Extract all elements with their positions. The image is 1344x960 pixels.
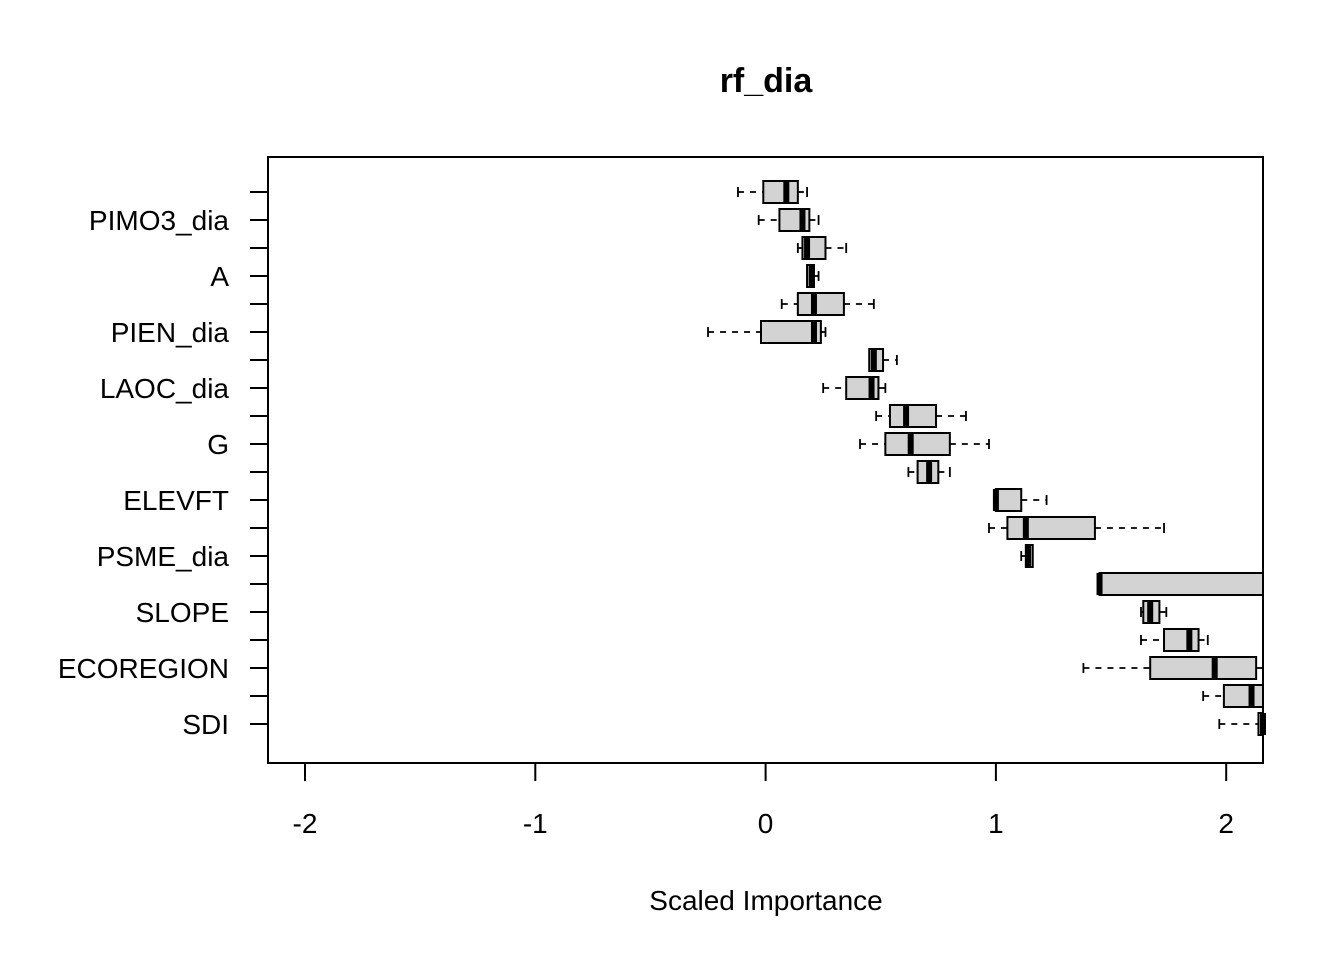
box-iqr bbox=[1149, 656, 1258, 680]
boxplot-item bbox=[868, 348, 898, 372]
plot-frame bbox=[267, 156, 1264, 764]
y-tick-label: PIEN_dia bbox=[111, 317, 230, 348]
boxplot-item bbox=[707, 320, 827, 344]
boxplot-item bbox=[1202, 684, 1264, 708]
chart-title: rf_dia bbox=[720, 62, 814, 100]
boxplot-item bbox=[822, 376, 887, 400]
boxplot-item bbox=[988, 516, 1165, 540]
boxplot-item bbox=[875, 404, 967, 428]
boxplot-item bbox=[757, 208, 820, 232]
box-iqr bbox=[888, 404, 938, 428]
boxplot-item bbox=[1096, 572, 1265, 596]
boxplot-item bbox=[1140, 600, 1168, 624]
y-tick-label: ELEVFT bbox=[123, 485, 229, 516]
boxplot-item bbox=[907, 460, 951, 484]
box-iqr bbox=[1222, 684, 1264, 708]
boxplot-item bbox=[806, 264, 820, 288]
boxes-layer bbox=[707, 180, 1266, 736]
boxplot-item bbox=[859, 432, 990, 456]
y-tick-label: SDI bbox=[182, 709, 229, 740]
x-tick-label: 2 bbox=[1218, 808, 1234, 839]
box-iqr bbox=[994, 488, 1023, 512]
boxplot-item bbox=[780, 292, 875, 316]
x-tick-label: -2 bbox=[293, 808, 318, 839]
boxplot-item bbox=[1082, 656, 1263, 680]
boxplot-item bbox=[992, 488, 1048, 512]
x-axis-label: Scaled Importance bbox=[649, 885, 882, 916]
x-tick-label: 0 bbox=[758, 808, 774, 839]
x-tick-label: -1 bbox=[523, 808, 548, 839]
y-tick-label: PSME_dia bbox=[97, 541, 230, 572]
y-tick-label: PIMO3_dia bbox=[89, 205, 229, 236]
boxplot-item bbox=[737, 180, 808, 204]
box-iqr bbox=[1098, 572, 1265, 596]
box-iqr bbox=[884, 432, 951, 456]
boxplot-item bbox=[1140, 628, 1209, 652]
boxplot-item bbox=[1020, 544, 1034, 568]
y-tick-label: SLOPE bbox=[136, 597, 229, 628]
boxplot-item bbox=[1218, 712, 1266, 736]
box-iqr bbox=[1163, 628, 1200, 652]
box-iqr bbox=[762, 180, 799, 204]
box-iqr bbox=[1006, 516, 1096, 540]
y-tick-label: G bbox=[207, 429, 229, 460]
y-tick-label: A bbox=[210, 261, 229, 292]
boxplot-item bbox=[796, 236, 848, 260]
y-tick-label: ECOREGION bbox=[58, 653, 229, 684]
x-tick-label: 1 bbox=[988, 808, 1004, 839]
box-iqr bbox=[796, 292, 845, 316]
box-iqr bbox=[759, 320, 822, 344]
x-axis: -2 -1 0 1 2 bbox=[293, 762, 1234, 839]
y-tick-label: LAOC_dia bbox=[100, 373, 230, 404]
y-axis: PIMO3_dia A PIEN_dia LAOC_dia G ELEVFT PSME_di… bbox=[58, 191, 269, 740]
